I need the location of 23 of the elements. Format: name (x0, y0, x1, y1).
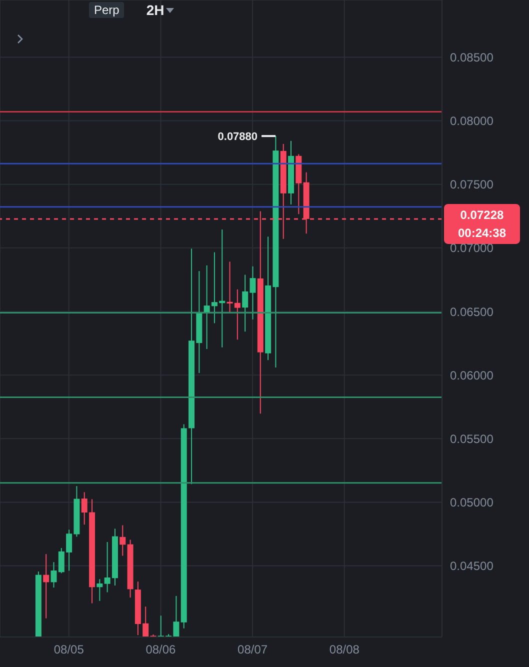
chart-subtitle: 2H (146, 2, 164, 18)
y-tick-label: 0.08000 (450, 114, 494, 128)
y-tick-label: 0.08500 (450, 50, 494, 64)
candlestick (81, 492, 88, 526)
candlestick (50, 562, 57, 588)
candlestick (120, 524, 126, 556)
candlestick (43, 554, 50, 619)
y-tick-label: 0.04500 (450, 559, 494, 574)
y-tick-label: 0.05500 (450, 432, 494, 446)
chart-title: Perp (89, 2, 124, 18)
y-tick-label: 0.06000 (450, 368, 494, 382)
text: 00:24:38 (458, 226, 506, 240)
y-tick-label: 0.06500 (450, 304, 494, 319)
x-tick-label: 08/07 (238, 642, 268, 657)
candlestick (96, 578, 103, 602)
y-tick-label: 0.07000 (450, 241, 494, 256)
y-tick-label: 0.05000 (450, 495, 494, 510)
y-tick-label: 0.07500 (450, 178, 494, 192)
annotation: 0.07880 (218, 131, 258, 144)
x-tick-label: 08/05 (54, 642, 84, 657)
x-tick-label: 08/06 (146, 642, 176, 657)
x-tick-label: 08/08 (329, 642, 360, 657)
ref-line-label: 0.07228 (460, 208, 504, 222)
